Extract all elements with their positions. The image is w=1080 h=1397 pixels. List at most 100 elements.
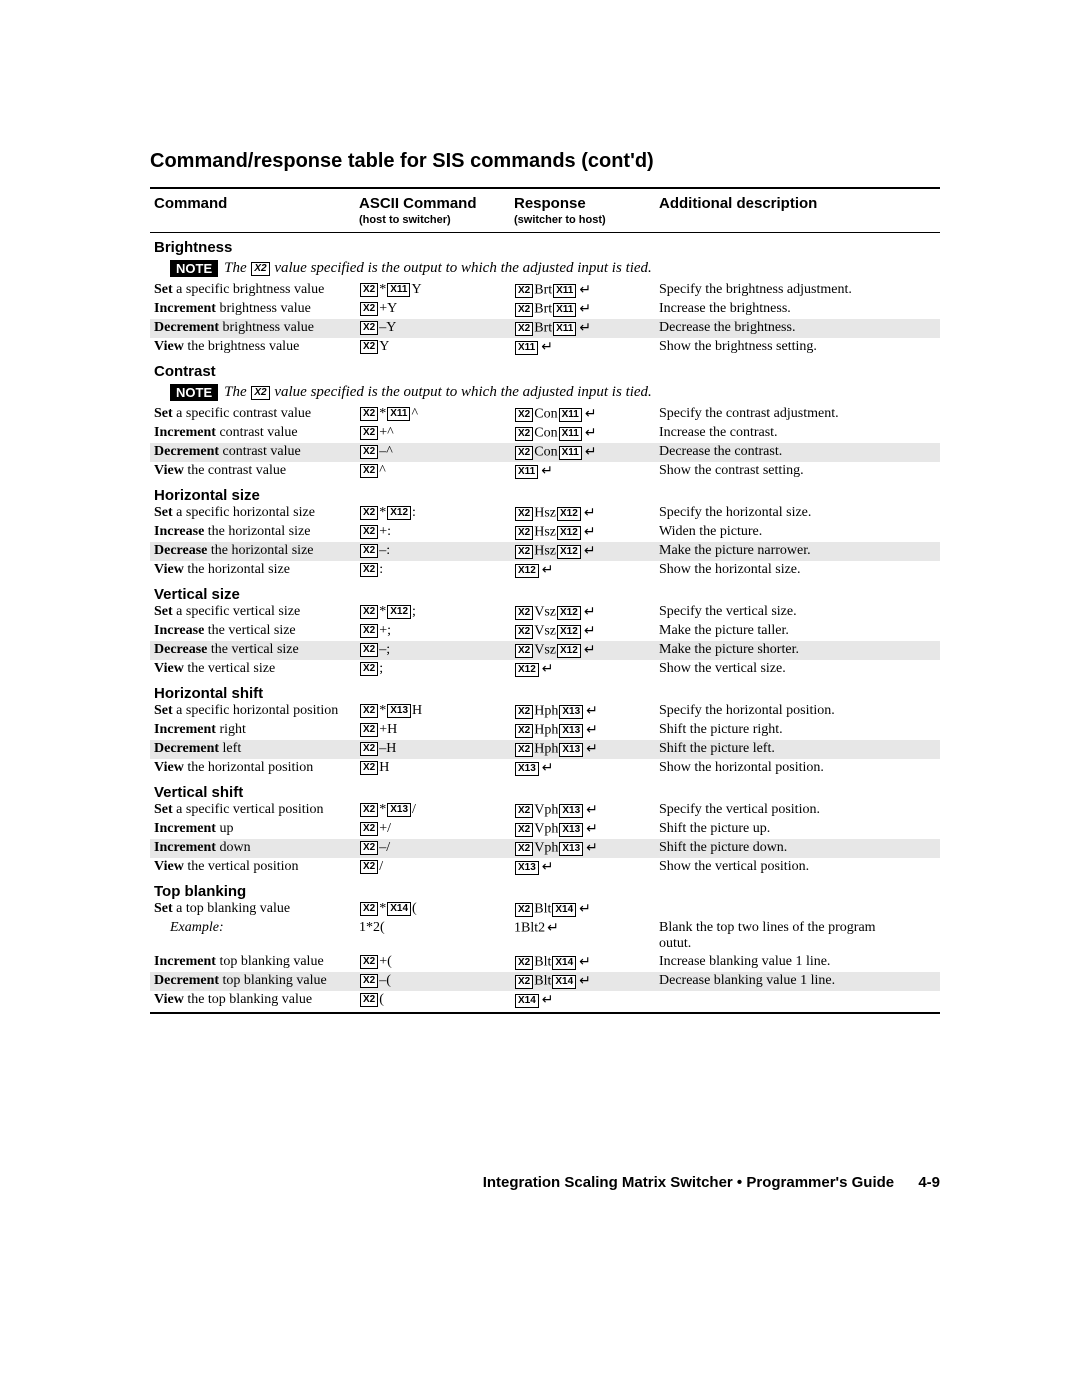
table-row: Increase the horizontal sizeX2+:X2HszX12… xyxy=(150,523,940,542)
return-icon: ↵ xyxy=(579,282,591,299)
table-row: Increment rightX2+HX2HphX13↵Shift the pi… xyxy=(150,721,940,740)
table-row: Increment top blanking valueX2+(X2BltX14… xyxy=(150,953,940,972)
table-subheader: (host to switcher) (switcher to host) xyxy=(150,214,940,233)
cell-command: Increase the horizontal size xyxy=(154,524,359,540)
var-box: X2 xyxy=(360,605,378,619)
var-box: X11 xyxy=(559,408,582,422)
cell-description: Decrease the brightness. xyxy=(659,320,879,336)
var-box: X2 xyxy=(360,506,378,520)
var-box: X14 xyxy=(515,994,539,1008)
cell-command: Set a specific vertical position xyxy=(154,802,359,818)
var-box: X13 xyxy=(515,861,539,875)
cell-command: View the horizontal position xyxy=(154,760,359,776)
var-box: X12 xyxy=(557,526,581,540)
cell-response: X2ConX11↵ xyxy=(514,406,659,423)
var-box: X12 xyxy=(387,506,411,520)
page-number: 4-9 xyxy=(918,1174,940,1191)
section-header: Horizontal size xyxy=(150,481,940,504)
var-box: X11 xyxy=(515,341,538,355)
cell-description: Make the picture shorter. xyxy=(659,642,879,658)
col-ascii-sub: (host to switcher) xyxy=(359,214,514,226)
return-icon: ↵ xyxy=(541,339,553,356)
return-icon: ↵ xyxy=(579,954,591,971)
cell-description: Specify the horizontal size. xyxy=(659,505,879,521)
return-icon: ↵ xyxy=(579,320,591,337)
var-box: X2 xyxy=(360,407,378,421)
cell-ascii: X2^ xyxy=(359,463,514,479)
var-box: X13 xyxy=(559,705,583,719)
return-icon: ↵ xyxy=(542,562,554,579)
section-header: Vertical shift xyxy=(150,778,940,801)
var-box: X12 xyxy=(557,545,581,559)
cell-description: Widen the picture. xyxy=(659,524,879,540)
return-icon: ↵ xyxy=(586,802,598,819)
cell-response: X2BrtX11↵ xyxy=(514,282,659,299)
var-box: X2 xyxy=(360,563,378,577)
var-box: X2 xyxy=(515,644,533,658)
cell-description: Show the horizontal position. xyxy=(659,760,879,776)
cell-command: Decrement brightness value xyxy=(154,320,359,336)
cell-description: Show the horizontal size. xyxy=(659,562,879,578)
var-box: X2 xyxy=(360,544,378,558)
cell-response: X13↵ xyxy=(514,859,659,876)
cell-ascii: X2: xyxy=(359,562,514,578)
cell-description: Increase blanking value 1 line. xyxy=(659,954,879,970)
var-box: X2 xyxy=(360,340,378,354)
var-box: X2 xyxy=(360,902,378,916)
cell-description: Shift the picture left. xyxy=(659,741,879,757)
table-row: View the brightness valueX2YX11↵Show the… xyxy=(150,338,940,357)
cell-description: Increase the contrast. xyxy=(659,425,879,441)
table-row: Decrement contrast valueX2–^X2ConX11↵Dec… xyxy=(150,443,940,462)
var-box: X2 xyxy=(360,445,378,459)
table-row: View the horizontal sizeX2:X12↵Show the … xyxy=(150,561,940,580)
cell-description: Specify the vertical position. xyxy=(659,802,879,818)
cell-command: Set a specific vertical size xyxy=(154,604,359,620)
cell-ascii: X2Y xyxy=(359,339,514,355)
cell-command: View the vertical size xyxy=(154,661,359,677)
cell-description: Make the picture taller. xyxy=(659,623,879,639)
var-box: X2 xyxy=(360,993,378,1007)
page: Command/response table for SIS commands … xyxy=(0,0,1080,1251)
cell-ascii: X2–( xyxy=(359,973,514,989)
return-icon: ↵ xyxy=(579,973,591,990)
var-box: X2 xyxy=(515,743,533,757)
return-icon: ↵ xyxy=(586,703,598,720)
cell-description: Shift the picture up. xyxy=(659,821,879,837)
cell-response: X2VphX13↵ xyxy=(514,802,659,819)
cell-ascii: X2–H xyxy=(359,741,514,757)
cell-description: Specify the contrast adjustment. xyxy=(659,406,879,422)
cell-command: View the brightness value xyxy=(154,339,359,355)
table-row: Set a specific horizontal positionX2*X13… xyxy=(150,702,940,721)
table-row: Decrement brightness valueX2–YX2BrtX11↵D… xyxy=(150,319,940,338)
var-box: X2 xyxy=(515,507,533,521)
cell-response: X2VszX12↵ xyxy=(514,604,659,621)
cell-ascii: X2*X13H xyxy=(359,703,514,719)
cell-response: X11↵ xyxy=(514,463,659,480)
var-box: X2 xyxy=(515,724,533,738)
command-table: Command ASCII Command Response Additiona… xyxy=(150,187,940,1014)
var-box: X2 xyxy=(360,822,378,836)
var-box: X2 xyxy=(515,625,533,639)
var-box: X12 xyxy=(557,625,581,639)
var-box: X2 xyxy=(515,903,533,917)
section-header: Brightness xyxy=(150,233,940,256)
cell-ascii: X2*X13/ xyxy=(359,802,514,818)
cell-command: View the horizontal size xyxy=(154,562,359,578)
cell-command: Decrease the vertical size xyxy=(154,642,359,658)
cell-command: Increment down xyxy=(154,840,359,856)
cell-ascii: X2*X12; xyxy=(359,604,514,620)
var-box: X11 xyxy=(387,407,410,421)
table-row: Increment brightness valueX2+YX2BrtX11↵I… xyxy=(150,300,940,319)
cell-ascii: X2/ xyxy=(359,859,514,875)
cell-ascii: X2+^ xyxy=(359,425,514,441)
var-box: X2 xyxy=(515,427,533,441)
note-text: The X2 value specified is the output to … xyxy=(224,260,652,276)
cell-description: Shift the picture down. xyxy=(659,840,879,856)
cell-description: Decrease blanking value 1 line. xyxy=(659,973,879,989)
return-icon: ↵ xyxy=(585,425,597,442)
cell-ascii: X2*X11Y xyxy=(359,282,514,298)
col-additional: Additional description xyxy=(659,195,859,212)
cell-description: Blank the top two lines of the program o… xyxy=(659,920,879,952)
var-box: X14 xyxy=(552,975,576,989)
var-box: X13 xyxy=(559,823,583,837)
